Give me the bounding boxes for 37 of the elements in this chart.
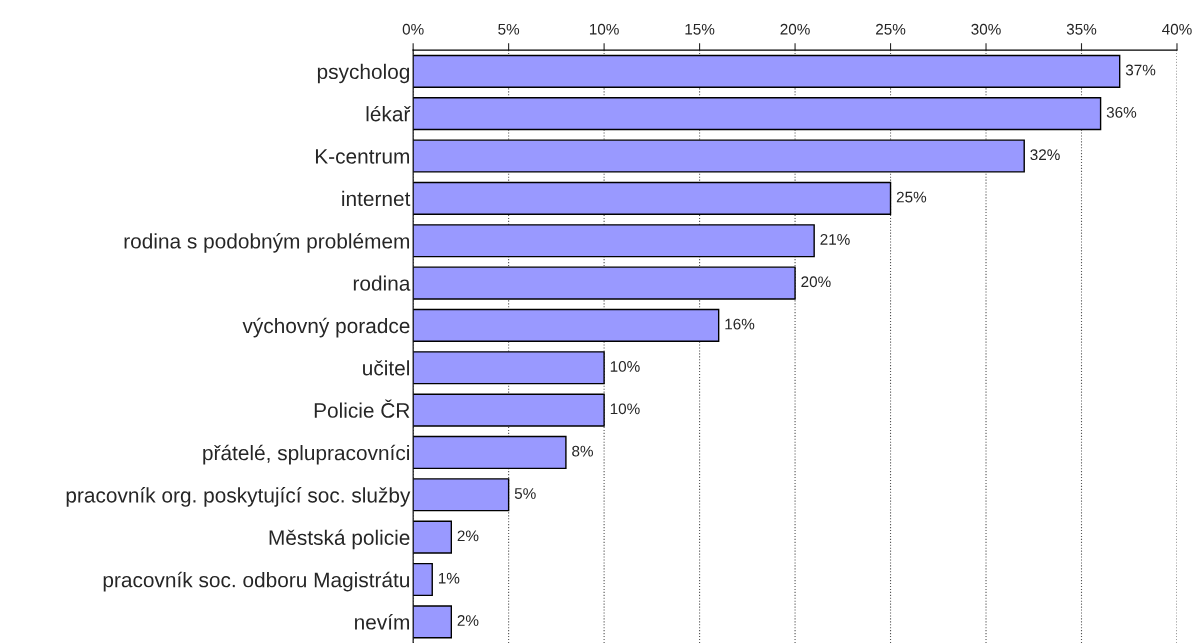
y-tick-label: pracovník org. poskytující soc. služby (66, 487, 411, 507)
data-label: 2% (457, 615, 479, 626)
y-tick-label: nevím (355, 614, 409, 630)
data-label: 21% (820, 233, 850, 245)
data-label: 2% (457, 530, 479, 542)
data-label: 37% (1125, 64, 1156, 76)
data-label: 1% (438, 572, 460, 584)
y-tick-label: K-centrum (315, 149, 409, 164)
x-tick-label: 15% (685, 23, 715, 35)
y-tick-label: psycholog (317, 63, 410, 84)
y-tick-label: učitel (363, 360, 409, 376)
x-tick-label: 5% (498, 23, 520, 35)
x-tick-label: 10% (589, 23, 619, 35)
data-label: 10% (610, 361, 640, 372)
y-tick-label: internet (342, 190, 411, 207)
y-tick-label: lékař (366, 105, 411, 122)
data-label: 36% (1106, 106, 1137, 118)
y-tick-label: Policie ČR (314, 399, 410, 418)
data-label: 25% (896, 191, 927, 203)
x-tick-label: 25% (876, 23, 906, 35)
x-tick-label: 20% (780, 23, 810, 35)
data-label: 32% (1030, 149, 1060, 161)
x-tick-label: 40% (1162, 23, 1192, 35)
x-tick-label: 0% (402, 23, 424, 35)
y-tick-label: pracovník soc. odboru Magistrátu (103, 571, 409, 592)
x-tick-label: 30% (971, 23, 1001, 35)
y-tick-label: rodina (353, 275, 411, 291)
data-label: 10% (610, 403, 640, 415)
y-tick-label: Městská policie (269, 529, 410, 550)
data-label: 5% (514, 488, 536, 499)
data-label: 8% (572, 445, 593, 457)
x-tick-label: 35% (1066, 23, 1097, 35)
data-label: 20% (801, 276, 831, 288)
data-label: 16% (725, 318, 755, 330)
y-tick-label: přátelé, splupracovníci (203, 444, 409, 465)
y-tick-label: výchovný poradce (242, 317, 410, 338)
y-tick-label: rodina s podobným problémem (124, 233, 410, 253)
